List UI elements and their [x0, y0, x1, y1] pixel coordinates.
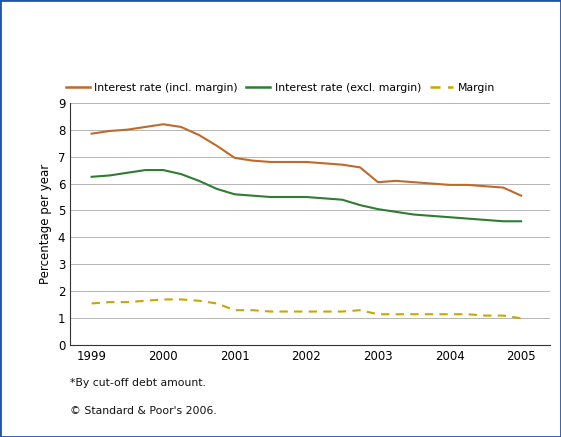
Text: © Standard & Poor's 2006.: © Standard & Poor's 2006.	[70, 406, 217, 416]
Text: *By cut-off debt amount.: *By cut-off debt amount.	[70, 378, 206, 388]
Y-axis label: Percentage per year: Percentage per year	[39, 164, 52, 284]
Legend: Interest rate (incl. margin), Interest rate (excl. margin), Margin: Interest rate (incl. margin), Interest r…	[62, 79, 499, 97]
Text: Chart 1: Weighted-Average Interest Rate, Interest Rate Before Margin, and Loan
M: Chart 1: Weighted-Average Interest Rate,…	[7, 16, 561, 46]
